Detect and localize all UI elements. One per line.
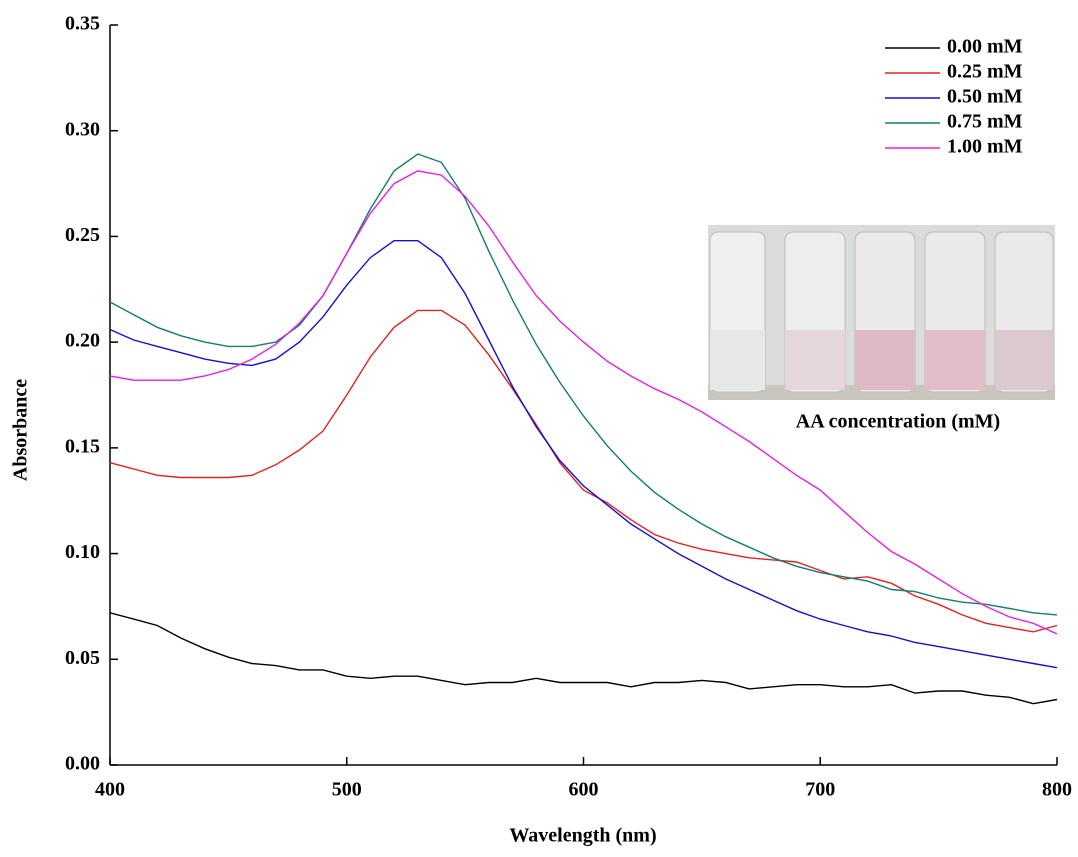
x-tick-label: 700 (805, 779, 835, 801)
legend-label: 0.25 mM (947, 61, 1023, 83)
y-tick-label: 0.35 (65, 13, 100, 35)
series-line (109, 153, 1058, 616)
x-axis-label: Wavelength (nm) (509, 825, 656, 847)
y-tick-label: 0.05 (65, 647, 100, 669)
x-tick-label: 800 (1042, 779, 1072, 801)
y-tick-label: 0.20 (65, 330, 100, 352)
legend-label: 0.75 mM (947, 111, 1023, 133)
series-line (109, 309, 1058, 633)
inset-caption: AA concentration (mM) (796, 411, 1000, 433)
x-tick-label: 600 (569, 779, 599, 801)
series-line (109, 170, 1058, 635)
vials (709, 231, 1054, 393)
y-tick-label: 0.00 (65, 753, 100, 775)
y-tick-label: 0.25 (65, 224, 100, 246)
y-tick-label: 0.15 (65, 435, 100, 457)
legend-label: 0.50 mM (947, 86, 1023, 108)
legend-label: 1.00 mM (947, 136, 1023, 158)
legend-label: 0.00 mM (947, 36, 1023, 58)
x-tick-label: 400 (95, 779, 125, 801)
series-line (109, 612, 1058, 705)
series-line (109, 240, 1058, 669)
inset-photo (708, 225, 1055, 400)
x-tick-label: 500 (332, 779, 362, 801)
y-tick-label: 0.30 (65, 118, 100, 140)
y-tick-label: 0.10 (65, 541, 100, 563)
y-axis-label: Absorbance (10, 379, 32, 481)
